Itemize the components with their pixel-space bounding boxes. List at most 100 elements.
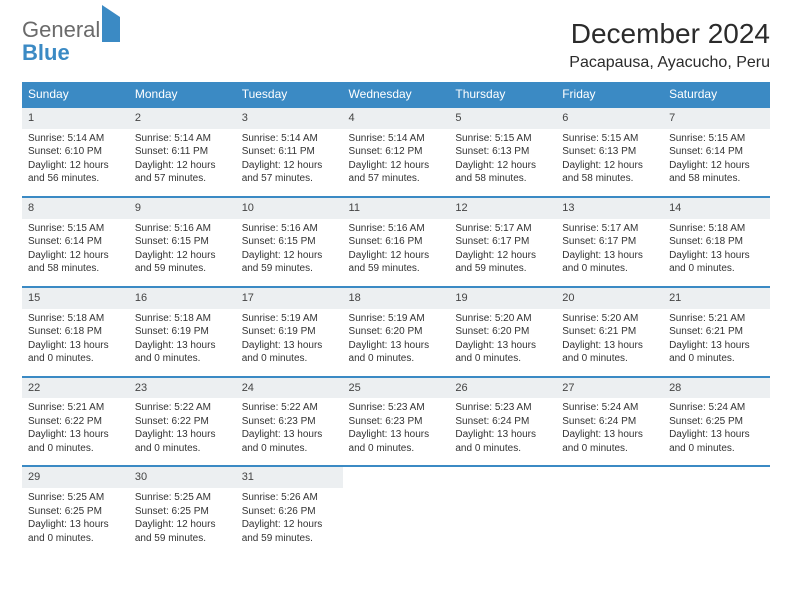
day-sunrise: Sunrise: 5:21 AM xyxy=(28,401,123,415)
day-daylight: Daylight: 12 hours and 58 minutes. xyxy=(562,159,657,186)
day-sunset: Sunset: 6:18 PM xyxy=(669,235,764,249)
day-sunset: Sunset: 6:25 PM xyxy=(669,415,764,429)
day-sunrise: Sunrise: 5:22 AM xyxy=(135,401,230,415)
dow-cell: Friday xyxy=(556,82,663,107)
brand-mark-icon xyxy=(102,5,120,42)
day-sunrise: Sunrise: 5:23 AM xyxy=(455,401,550,415)
day-body: Sunrise: 5:16 AMSunset: 6:15 PMDaylight:… xyxy=(236,219,343,286)
day-daylight: Daylight: 12 hours and 57 minutes. xyxy=(242,159,337,186)
day-body: Sunrise: 5:23 AMSunset: 6:23 PMDaylight:… xyxy=(343,398,450,465)
day-cell: 22Sunrise: 5:21 AMSunset: 6:22 PMDayligh… xyxy=(22,377,129,467)
day-body: Sunrise: 5:26 AMSunset: 6:26 PMDaylight:… xyxy=(236,488,343,555)
day-daylight: Daylight: 12 hours and 59 minutes. xyxy=(135,518,230,545)
day-daylight: Daylight: 13 hours and 0 minutes. xyxy=(669,249,764,276)
day-sunset: Sunset: 6:21 PM xyxy=(562,325,657,339)
day-body: Sunrise: 5:18 AMSunset: 6:18 PMDaylight:… xyxy=(663,219,770,286)
day-number: 2 xyxy=(129,108,236,129)
day-cell: 14Sunrise: 5:18 AMSunset: 6:18 PMDayligh… xyxy=(663,197,770,287)
day-cell: 3Sunrise: 5:14 AMSunset: 6:11 PMDaylight… xyxy=(236,107,343,197)
dow-cell: Tuesday xyxy=(236,82,343,107)
dow-cell: Monday xyxy=(129,82,236,107)
day-daylight: Daylight: 13 hours and 0 minutes. xyxy=(669,428,764,455)
day-number: 6 xyxy=(556,108,663,129)
day-cell: 16Sunrise: 5:18 AMSunset: 6:19 PMDayligh… xyxy=(129,287,236,377)
day-sunrise: Sunrise: 5:14 AM xyxy=(28,132,123,146)
day-cell: 6Sunrise: 5:15 AMSunset: 6:13 PMDaylight… xyxy=(556,107,663,197)
day-sunset: Sunset: 6:22 PM xyxy=(135,415,230,429)
day-body: Sunrise: 5:18 AMSunset: 6:19 PMDaylight:… xyxy=(129,309,236,376)
day-number: 11 xyxy=(343,198,450,219)
day-number: 12 xyxy=(449,198,556,219)
day-number: 29 xyxy=(22,467,129,488)
day-daylight: Daylight: 12 hours and 56 minutes. xyxy=(28,159,123,186)
day-number: 26 xyxy=(449,378,556,399)
day-number: 30 xyxy=(129,467,236,488)
day-daylight: Daylight: 13 hours and 0 minutes. xyxy=(562,339,657,366)
day-body: Sunrise: 5:14 AMSunset: 6:11 PMDaylight:… xyxy=(236,129,343,196)
day-daylight: Daylight: 13 hours and 0 minutes. xyxy=(669,339,764,366)
day-daylight: Daylight: 12 hours and 57 minutes. xyxy=(135,159,230,186)
day-sunset: Sunset: 6:18 PM xyxy=(28,325,123,339)
day-sunrise: Sunrise: 5:14 AM xyxy=(135,132,230,146)
day-sunset: Sunset: 6:21 PM xyxy=(669,325,764,339)
day-body: Sunrise: 5:18 AMSunset: 6:18 PMDaylight:… xyxy=(22,309,129,376)
day-cell: 11Sunrise: 5:16 AMSunset: 6:16 PMDayligh… xyxy=(343,197,450,287)
dow-cell: Wednesday xyxy=(343,82,450,107)
day-cell: 8Sunrise: 5:15 AMSunset: 6:14 PMDaylight… xyxy=(22,197,129,287)
day-body: Sunrise: 5:23 AMSunset: 6:24 PMDaylight:… xyxy=(449,398,556,465)
day-body: Sunrise: 5:14 AMSunset: 6:12 PMDaylight:… xyxy=(343,129,450,196)
day-number: 8 xyxy=(22,198,129,219)
day-sunrise: Sunrise: 5:14 AM xyxy=(349,132,444,146)
day-cell: 30Sunrise: 5:25 AMSunset: 6:25 PMDayligh… xyxy=(129,466,236,555)
day-body: Sunrise: 5:21 AMSunset: 6:21 PMDaylight:… xyxy=(663,309,770,376)
day-sunrise: Sunrise: 5:24 AM xyxy=(562,401,657,415)
day-sunset: Sunset: 6:24 PM xyxy=(562,415,657,429)
day-number: 27 xyxy=(556,378,663,399)
day-daylight: Daylight: 13 hours and 0 minutes. xyxy=(562,249,657,276)
day-number: 28 xyxy=(663,378,770,399)
page-title: December 2024 xyxy=(569,18,770,50)
day-daylight: Daylight: 12 hours and 58 minutes. xyxy=(455,159,550,186)
day-sunrise: Sunrise: 5:15 AM xyxy=(28,222,123,236)
day-sunset: Sunset: 6:22 PM xyxy=(28,415,123,429)
day-number: 17 xyxy=(236,288,343,309)
day-body: Sunrise: 5:16 AMSunset: 6:16 PMDaylight:… xyxy=(343,219,450,286)
day-sunrise: Sunrise: 5:20 AM xyxy=(455,312,550,326)
day-daylight: Daylight: 12 hours and 59 minutes. xyxy=(242,249,337,276)
day-sunset: Sunset: 6:25 PM xyxy=(28,505,123,519)
day-number: 10 xyxy=(236,198,343,219)
day-body: Sunrise: 5:16 AMSunset: 6:15 PMDaylight:… xyxy=(129,219,236,286)
day-sunrise: Sunrise: 5:16 AM xyxy=(135,222,230,236)
week-row: 29Sunrise: 5:25 AMSunset: 6:25 PMDayligh… xyxy=(22,466,770,555)
day-body: Sunrise: 5:24 AMSunset: 6:25 PMDaylight:… xyxy=(663,398,770,465)
day-cell: 4Sunrise: 5:14 AMSunset: 6:12 PMDaylight… xyxy=(343,107,450,197)
day-body: Sunrise: 5:20 AMSunset: 6:20 PMDaylight:… xyxy=(449,309,556,376)
brand-line2: Blue xyxy=(22,40,70,65)
day-body: Sunrise: 5:17 AMSunset: 6:17 PMDaylight:… xyxy=(449,219,556,286)
day-daylight: Daylight: 13 hours and 0 minutes. xyxy=(349,339,444,366)
day-body: Sunrise: 5:25 AMSunset: 6:25 PMDaylight:… xyxy=(129,488,236,555)
day-sunrise: Sunrise: 5:16 AM xyxy=(242,222,337,236)
day-sunrise: Sunrise: 5:15 AM xyxy=(669,132,764,146)
day-sunrise: Sunrise: 5:15 AM xyxy=(455,132,550,146)
day-sunset: Sunset: 6:26 PM xyxy=(242,505,337,519)
day-body: Sunrise: 5:17 AMSunset: 6:17 PMDaylight:… xyxy=(556,219,663,286)
day-body: Sunrise: 5:24 AMSunset: 6:24 PMDaylight:… xyxy=(556,398,663,465)
day-daylight: Daylight: 12 hours and 59 minutes. xyxy=(135,249,230,276)
day-cell: 29Sunrise: 5:25 AMSunset: 6:25 PMDayligh… xyxy=(22,466,129,555)
day-cell: 12Sunrise: 5:17 AMSunset: 6:17 PMDayligh… xyxy=(449,197,556,287)
day-sunset: Sunset: 6:16 PM xyxy=(349,235,444,249)
day-sunrise: Sunrise: 5:24 AM xyxy=(669,401,764,415)
day-number: 20 xyxy=(556,288,663,309)
day-daylight: Daylight: 12 hours and 59 minutes. xyxy=(242,518,337,545)
day-cell: 24Sunrise: 5:22 AMSunset: 6:23 PMDayligh… xyxy=(236,377,343,467)
day-daylight: Daylight: 12 hours and 58 minutes. xyxy=(669,159,764,186)
day-daylight: Daylight: 12 hours and 59 minutes. xyxy=(349,249,444,276)
week-row: 22Sunrise: 5:21 AMSunset: 6:22 PMDayligh… xyxy=(22,377,770,467)
day-sunset: Sunset: 6:17 PM xyxy=(562,235,657,249)
day-number: 3 xyxy=(236,108,343,129)
day-sunrise: Sunrise: 5:18 AM xyxy=(28,312,123,326)
day-body: Sunrise: 5:14 AMSunset: 6:11 PMDaylight:… xyxy=(129,129,236,196)
week-row: 15Sunrise: 5:18 AMSunset: 6:18 PMDayligh… xyxy=(22,287,770,377)
day-body: Sunrise: 5:21 AMSunset: 6:22 PMDaylight:… xyxy=(22,398,129,465)
